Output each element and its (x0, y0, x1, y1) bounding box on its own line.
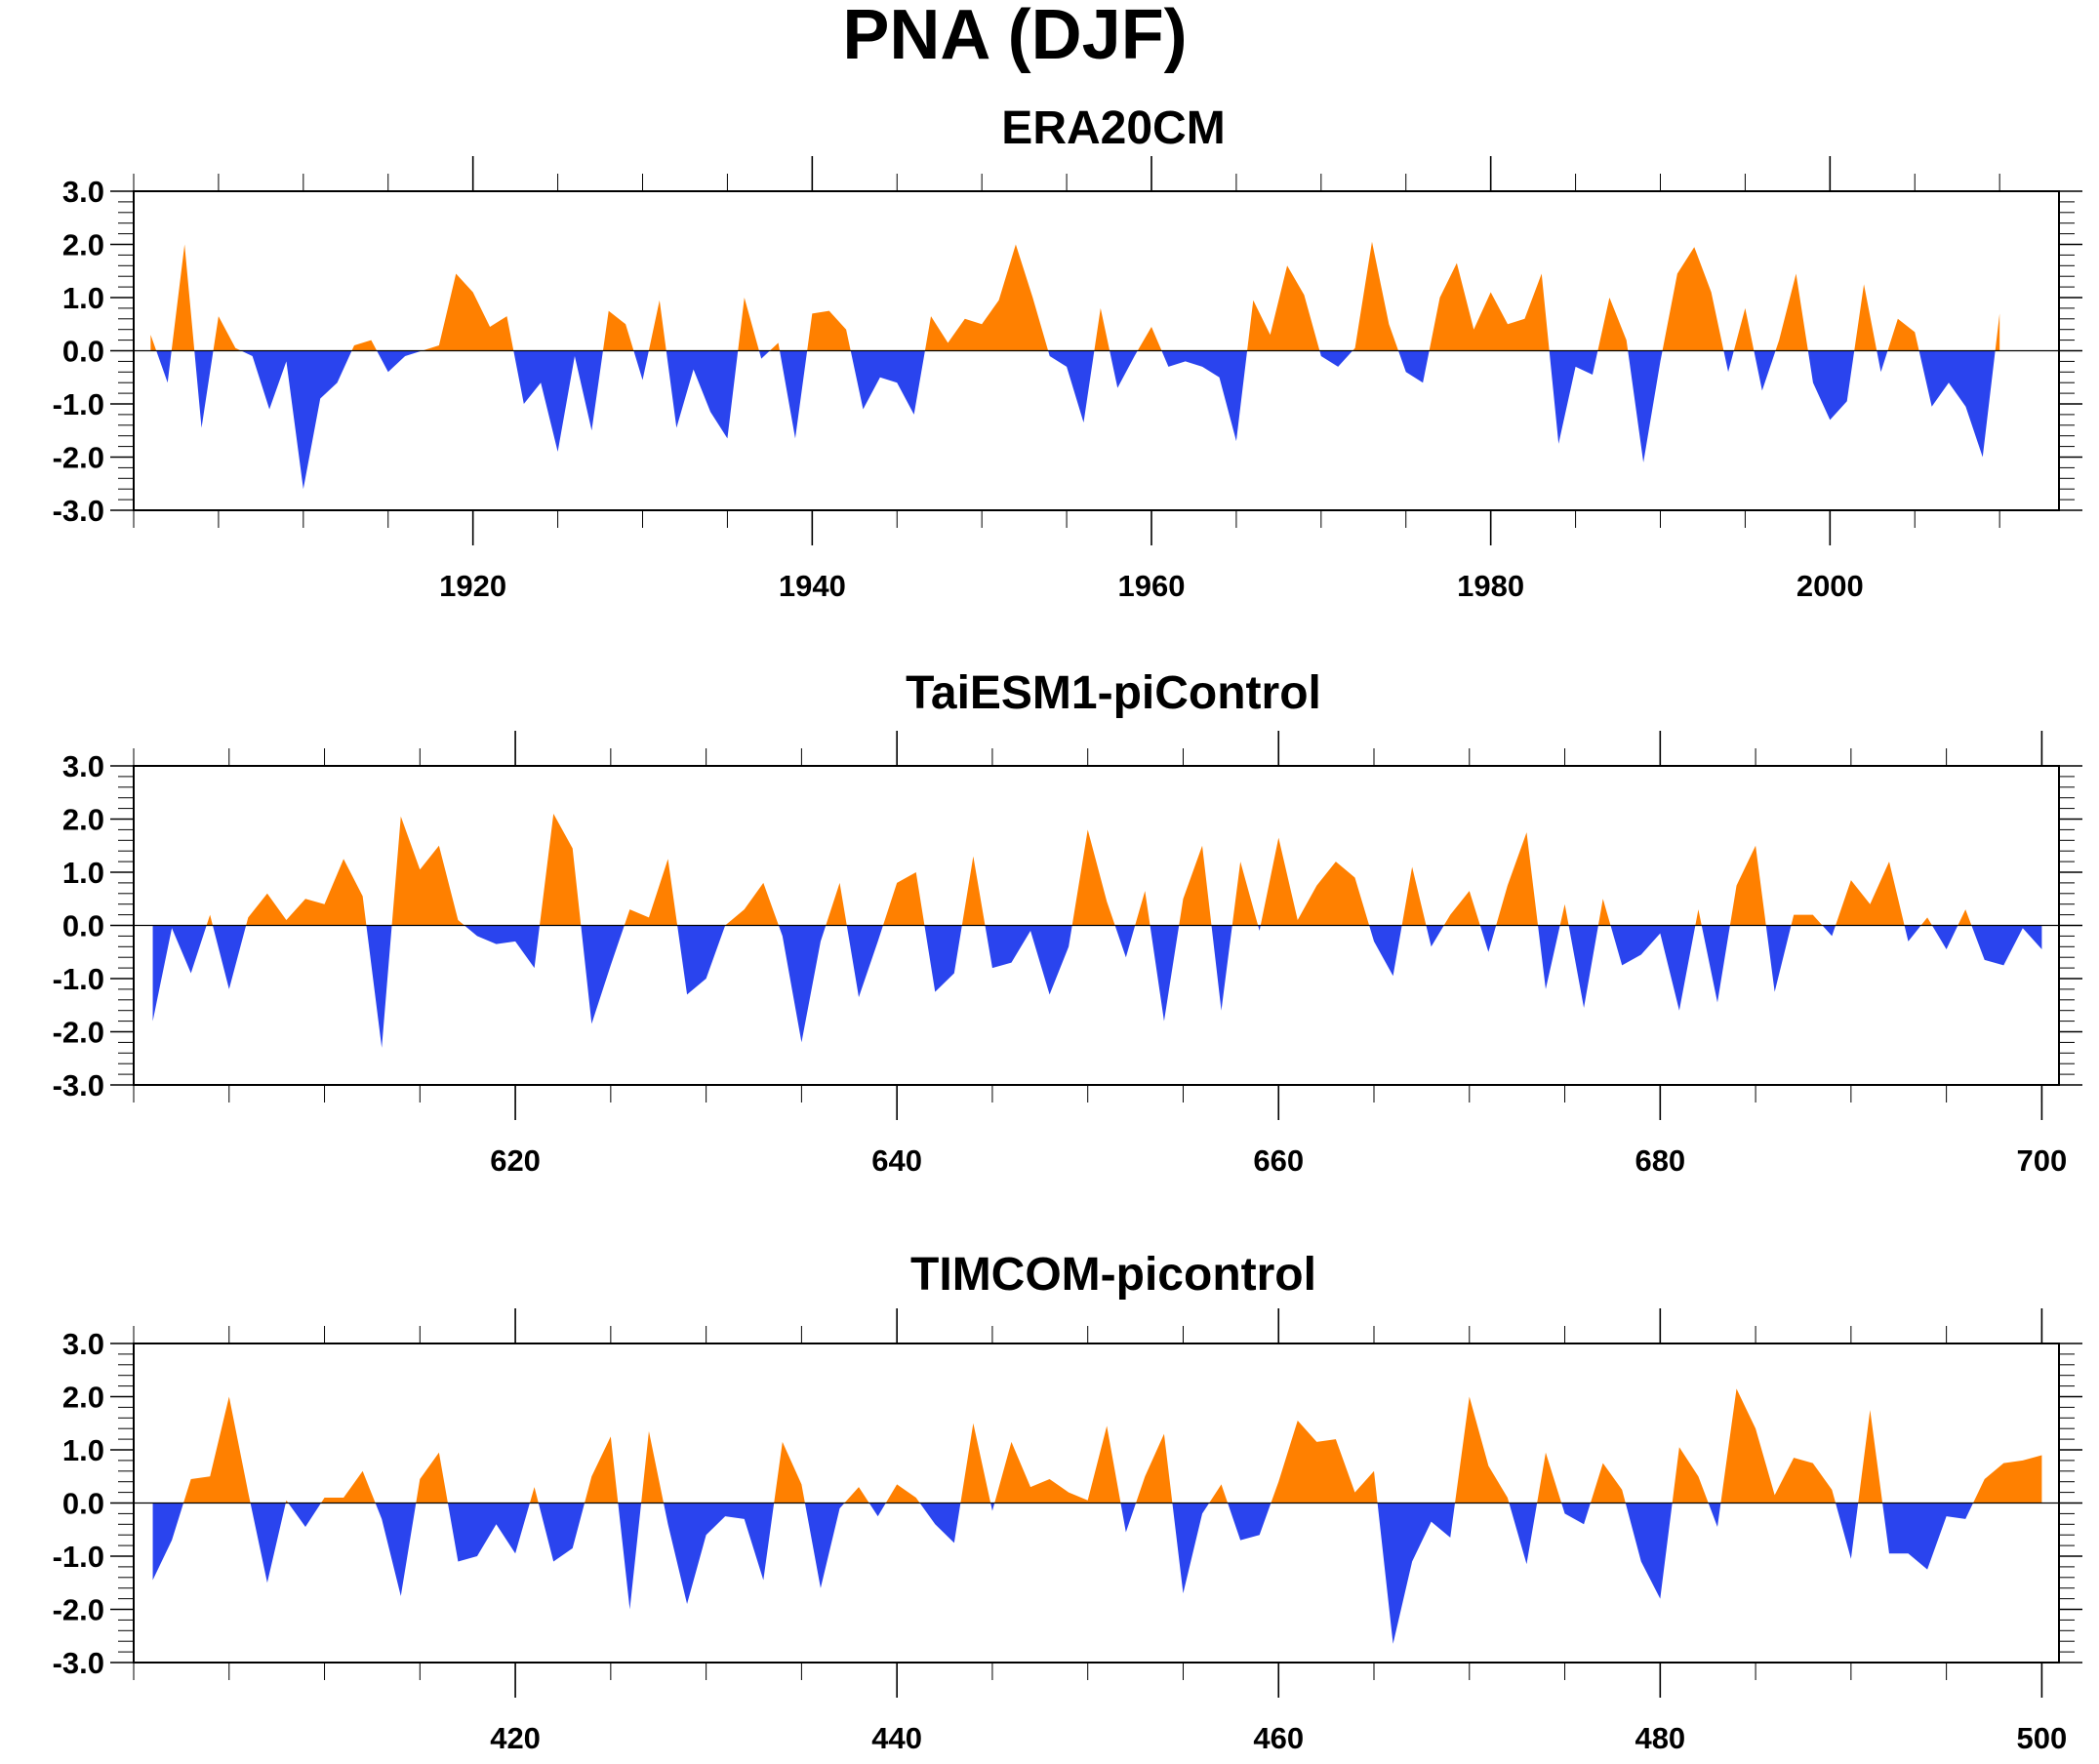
y-tick-label: 0.0 (62, 1487, 104, 1521)
x-tick-label: 1960 (1118, 569, 1186, 603)
y-tick-label: 3.0 (62, 1327, 104, 1361)
panel-taiesm1-picontrol: TaiESM1-piControl -3.0 -2.0 -1.0 0.0 1.0 2.0 3… (53, 667, 2082, 1178)
y-tick-label: 2.0 (62, 803, 104, 837)
x-tick-label: 420 (490, 1721, 541, 1755)
y-tick-label: 3.0 (62, 749, 104, 783)
y-tick-label: 0.0 (62, 909, 104, 943)
panel-era20cm: ERA20CM -3.0 -2.0 -1.0 0.0 1.0 2.0 3.0 1920 1940… (53, 102, 2082, 603)
plot-taiesm1-picontrol: -3.0 -2.0 -1.0 0.0 1.0 2.0 3.0 620 640 660 680 700 (53, 731, 2082, 1178)
panel-timcom-picontrol: TIMCOM-picontrol -3.0 -2.0 -1.0 0.0 1.0 2.0 3.… (53, 1249, 2082, 1755)
y-tick-label: 3.0 (62, 175, 104, 209)
x-tick-label: 640 (871, 1143, 922, 1178)
positive-anomaly-area (152, 1388, 2042, 1503)
y-tick-label: -1.0 (53, 387, 104, 421)
y-tick-label: 1.0 (62, 281, 104, 315)
plot-timcom-picontrol: -3.0 -2.0 -1.0 0.0 1.0 2.0 3.0 420 440 460 480 500 (53, 1308, 2082, 1755)
y-tick-label: -1.0 (53, 1540, 104, 1574)
y-tick-label: 0.0 (62, 335, 104, 369)
panel-title-era20cm: ERA20CM (1001, 102, 1225, 154)
y-tick-label: 2.0 (62, 1381, 104, 1415)
x-tick-label: 700 (2017, 1143, 2068, 1178)
y-tick-label: 2.0 (62, 228, 104, 262)
x-tick-label: 660 (1253, 1143, 1304, 1178)
y-tick-label: -3.0 (53, 1068, 104, 1102)
panel-title-timcom-picontrol: TIMCOM-picontrol (910, 1249, 1316, 1301)
positive-anomaly-area (152, 814, 2042, 926)
figure-title: PNA (DJF) (842, 0, 1187, 74)
x-tick-label: 460 (1253, 1721, 1304, 1755)
x-tick-label: 1920 (439, 569, 506, 603)
x-tick-label: 680 (1635, 1143, 1685, 1178)
y-tick-label: -2.0 (53, 1016, 104, 1050)
positive-anomaly-area (150, 241, 2000, 351)
plot-era20cm: -3.0 -2.0 -1.0 0.0 1.0 2.0 3.0 1920 1940 1960 1980… (53, 156, 2082, 603)
x-tick-label: 1980 (1457, 569, 1524, 603)
x-tick-label: 620 (490, 1143, 541, 1178)
y-tick-label: -3.0 (53, 1646, 104, 1680)
y-tick-label: -3.0 (53, 494, 104, 528)
x-tick-label: 500 (2017, 1721, 2068, 1755)
x-tick-label: 480 (1635, 1721, 1685, 1755)
x-tick-label: 2000 (1796, 569, 1864, 603)
y-tick-label: -2.0 (53, 441, 104, 475)
negative-anomaly-area (150, 350, 2000, 490)
x-tick-label: 1940 (779, 569, 846, 603)
x-tick-label: 440 (871, 1721, 922, 1755)
negative-anomaly-area (152, 1503, 2042, 1644)
y-tick-label: -1.0 (53, 962, 104, 996)
y-tick-label: 1.0 (62, 1433, 104, 1467)
y-tick-label: 1.0 (62, 856, 104, 890)
panel-title-taiesm1-picontrol: TaiESM1-piControl (906, 667, 1321, 719)
y-tick-label: -2.0 (53, 1593, 104, 1627)
